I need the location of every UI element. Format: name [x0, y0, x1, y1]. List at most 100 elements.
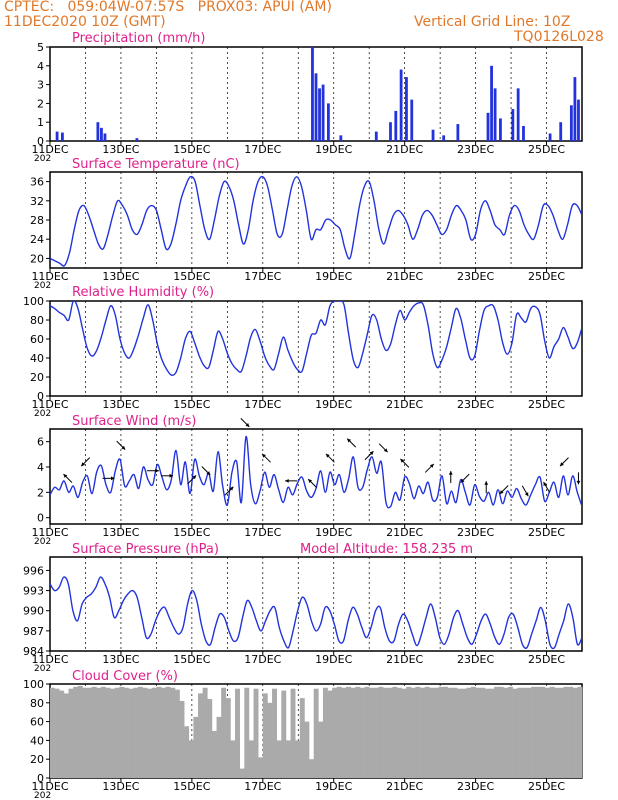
rh-series-line — [50, 301, 582, 376]
precip-ytick-label: 0 — [37, 135, 44, 148]
cloud-bar — [63, 693, 69, 778]
cloud-bar — [179, 700, 185, 778]
cloud-bar — [341, 687, 347, 778]
temp-ytick-label: 36 — [30, 176, 44, 189]
precip-xtick-label: 23DEC — [457, 143, 494, 156]
rh-panel: Relative Humidity (%) 0 20 40 60 80 100 11DEC 13… — [23, 285, 583, 419]
cloud-bar — [170, 687, 176, 778]
rh-xtick-label: 15DEC — [173, 398, 210, 411]
wind-xtick-label: 25DEC — [528, 526, 565, 539]
cloud-bar — [494, 686, 500, 778]
cloud-bar — [272, 688, 277, 778]
wind-series-line — [50, 435, 582, 509]
temp-xtick-label: 11DEC — [31, 270, 68, 283]
precip-xtick-label: 15DEC — [173, 143, 210, 156]
precip-xtick-label: 19DEC — [315, 143, 352, 156]
wind-arrow — [543, 481, 550, 493]
wind-frame — [49, 428, 583, 525]
wind-arrow — [559, 457, 569, 467]
cloud-bar — [563, 686, 569, 778]
cloud-bar — [299, 698, 305, 778]
precip-bar — [516, 88, 520, 141]
precip-bar — [321, 84, 325, 141]
cloud-bar — [420, 687, 426, 778]
cloud-bar — [262, 693, 268, 778]
cloud-bar — [77, 685, 83, 778]
cloud-bar — [396, 687, 402, 778]
cloud-bar — [332, 687, 338, 778]
cloud-bar — [336, 686, 342, 778]
cloud-bar — [387, 687, 393, 778]
cloud-bar — [512, 688, 518, 778]
cloud-bar — [295, 740, 301, 778]
cloud-bar — [87, 687, 92, 778]
wind-xtick-label: 19DEC — [315, 526, 352, 539]
wind-arrow — [346, 438, 357, 448]
wind-xtick-label: 11DEC — [31, 526, 68, 539]
cloud-ytick-label: 80 — [30, 697, 44, 710]
rh-ytick-label: 0 — [37, 390, 44, 403]
cloud-bar — [128, 688, 134, 778]
cloud-ytick-label: 60 — [30, 716, 44, 729]
rh-year-label: 202 — [34, 409, 51, 419]
model-altitude-label: Model Altitude: 158.235 m — [300, 542, 473, 557]
wind-arrow — [261, 453, 271, 463]
cloud-bar — [198, 693, 203, 778]
precip-bar — [522, 125, 525, 141]
wind-arrow — [285, 478, 298, 483]
cloud-bar — [568, 686, 574, 778]
wind-arrow — [80, 457, 91, 467]
precip-bar — [135, 138, 139, 141]
header-model-id: TQ0126L028 — [514, 29, 604, 45]
wind-ytick-label: 2 — [37, 486, 44, 499]
rh-xtick-label: 23DEC — [457, 398, 494, 411]
cloud-bar — [531, 686, 537, 778]
cloud-bar — [521, 687, 527, 778]
cloud-bar — [309, 759, 314, 778]
precip-bar — [405, 77, 408, 141]
precip-bar — [55, 131, 59, 141]
wind-arrow — [424, 463, 435, 473]
cloud-ytick-label: 100 — [23, 678, 44, 691]
wind-arrow — [460, 473, 470, 483]
temp-xtick-label: 15DEC — [173, 270, 210, 283]
cloud-bar — [147, 688, 153, 778]
temp-panel: Surface Temperature (nC) 20 24 28 32 36 11DEC 1… — [30, 157, 583, 291]
cloud-bar — [258, 757, 264, 778]
wind-arrow — [499, 485, 509, 495]
wind-xtick-label: 23DEC — [457, 526, 494, 539]
cloud-bar — [429, 687, 435, 778]
cloud-bar — [359, 687, 365, 778]
cloud-bar — [443, 686, 449, 778]
temp-xtick-label: 21DEC — [386, 270, 423, 283]
wind-arrow — [161, 473, 174, 478]
cloud-bar — [507, 686, 513, 778]
precip-xtick-label: 11DEC — [31, 143, 68, 156]
cloud-bar — [401, 688, 407, 778]
wind-arrow — [400, 458, 410, 468]
cloud-bar — [373, 687, 379, 778]
cloud-bar — [110, 688, 116, 778]
cloud-bar — [452, 687, 458, 778]
cloud-bar — [318, 721, 324, 778]
wind-panel: Surface Wind (m/s) 0 2 4 6 11DEC 13DEC 15DEC 17D… — [31, 414, 583, 547]
precip-bar — [96, 122, 100, 141]
cloud-bar — [211, 731, 217, 778]
wind-arrow — [63, 473, 73, 483]
wind-arrow — [521, 485, 529, 497]
rh-ytick-label: 80 — [30, 314, 44, 327]
precip-bar — [442, 135, 446, 141]
cloud-bar — [433, 687, 439, 778]
cloud-bar — [105, 687, 111, 778]
cloud-bar — [96, 687, 102, 778]
cloud-year-label: 202 — [34, 791, 51, 800]
cloud-bar — [216, 716, 222, 778]
temp-xtick-label: 23DEC — [457, 270, 494, 283]
cloud-panel: Cloud Cover (%) 0 20 40 60 80 100 11DEC 13DEC 15D… — [23, 669, 583, 800]
cloud-bar — [244, 687, 250, 778]
cloud-bar — [73, 686, 79, 778]
rh-frame — [49, 300, 583, 397]
header-line2: 11DEC2020 10Z (GMT) — [4, 14, 166, 30]
cloud-bar — [151, 687, 157, 778]
